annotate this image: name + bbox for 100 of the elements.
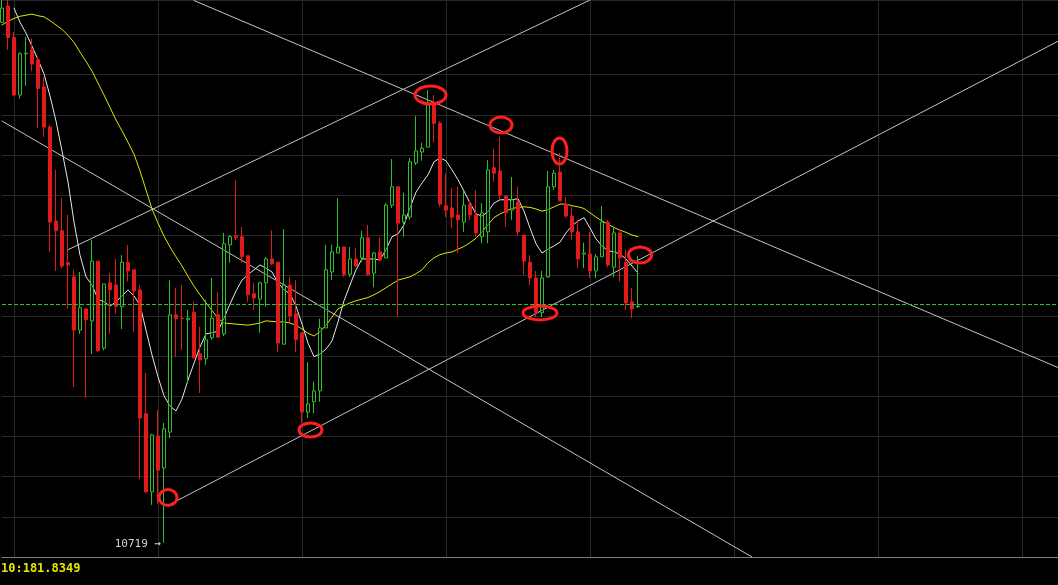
candlestick	[126, 244, 130, 283]
candlestick	[276, 261, 280, 353]
candlestick	[12, 31, 16, 97]
candlestick	[378, 237, 382, 261]
candlestick	[6, 0, 10, 51]
candlestick	[54, 169, 58, 272]
candlestick	[186, 309, 190, 384]
candlestick	[360, 230, 364, 263]
candlestick	[516, 186, 520, 236]
candlestick	[36, 56, 40, 129]
candlestick	[0, 0, 4, 24]
candlestick	[576, 219, 580, 269]
candlestick	[192, 301, 196, 360]
candlestick	[606, 219, 610, 268]
candlestick	[600, 205, 604, 258]
candlestick	[246, 255, 250, 303]
candlestick	[162, 422, 166, 544]
candlestick	[534, 270, 538, 318]
candlestick	[570, 206, 574, 241]
candlestick	[558, 152, 562, 202]
candlestick	[510, 176, 514, 221]
candlestick	[618, 229, 622, 283]
candlestick	[210, 277, 214, 341]
candlestick	[60, 197, 64, 269]
candlestick	[450, 187, 454, 229]
candlestick	[174, 287, 178, 358]
candlestick	[486, 159, 490, 244]
candlestick	[204, 299, 208, 366]
candlestick	[336, 197, 340, 254]
candlestick	[342, 246, 346, 278]
candlestick	[198, 326, 202, 394]
candlestick	[588, 231, 592, 279]
candlestick	[270, 229, 274, 266]
candlestick	[84, 308, 88, 399]
candlestick	[468, 200, 472, 221]
candlestick	[366, 224, 370, 276]
candlestick	[444, 173, 448, 218]
candlestick	[48, 124, 52, 253]
candlestick	[480, 202, 484, 244]
candlestick	[318, 318, 322, 403]
candlestick	[330, 244, 334, 281]
candlestick	[240, 226, 244, 264]
candlestick	[390, 158, 394, 209]
candlestick	[408, 157, 412, 221]
annotation: 10719 →	[114, 537, 162, 551]
candlestick	[132, 269, 136, 333]
candlestick	[426, 89, 430, 148]
candlestick	[144, 372, 148, 494]
candlestick	[306, 361, 310, 419]
candlestick	[420, 142, 424, 162]
candlestick	[156, 409, 160, 505]
candlestick	[564, 196, 568, 219]
candlestick	[168, 279, 172, 439]
candlestick	[504, 195, 508, 228]
candlestick	[348, 246, 352, 278]
candlestick	[90, 239, 94, 355]
candlestick	[498, 136, 502, 201]
candlestick	[234, 179, 238, 241]
candlestick	[24, 36, 28, 87]
candlestick	[258, 281, 262, 334]
candlestick	[216, 291, 220, 339]
candlestick	[552, 169, 556, 191]
candlestick	[312, 381, 316, 414]
candlestick	[18, 51, 22, 100]
candlestick	[96, 260, 100, 353]
candlestick	[180, 284, 184, 351]
candlestick	[612, 226, 616, 278]
candlestick	[384, 202, 388, 259]
candlestick	[396, 185, 400, 318]
candlestick	[252, 282, 256, 311]
candlestick	[630, 287, 634, 319]
candlestick	[354, 247, 358, 268]
candlestick	[414, 115, 418, 166]
candlestick	[288, 276, 292, 324]
candlestick	[456, 186, 460, 254]
candlestick	[402, 192, 406, 238]
candlestick	[546, 170, 550, 279]
candlestick	[264, 256, 268, 308]
candlestick	[582, 242, 586, 269]
candlestick	[624, 249, 628, 311]
candlestick	[540, 270, 544, 318]
candlestick	[372, 251, 376, 288]
candlestick	[228, 234, 232, 264]
text: 10:181.8349	[1, 561, 81, 575]
candlestick	[528, 254, 532, 286]
candlestick	[138, 284, 142, 480]
candlestick	[102, 283, 106, 351]
candlestick	[594, 253, 598, 279]
candlestick	[324, 244, 328, 329]
candlestick	[294, 279, 298, 353]
candlestick	[636, 255, 640, 309]
candlestick	[78, 271, 82, 335]
candlestick	[432, 94, 436, 143]
candlestick	[222, 232, 226, 337]
candlestick	[522, 234, 526, 276]
candlestick	[300, 332, 304, 424]
candlestick	[108, 272, 112, 335]
candlestick	[492, 148, 496, 183]
candlestick	[114, 258, 118, 315]
candlestick	[66, 214, 70, 310]
